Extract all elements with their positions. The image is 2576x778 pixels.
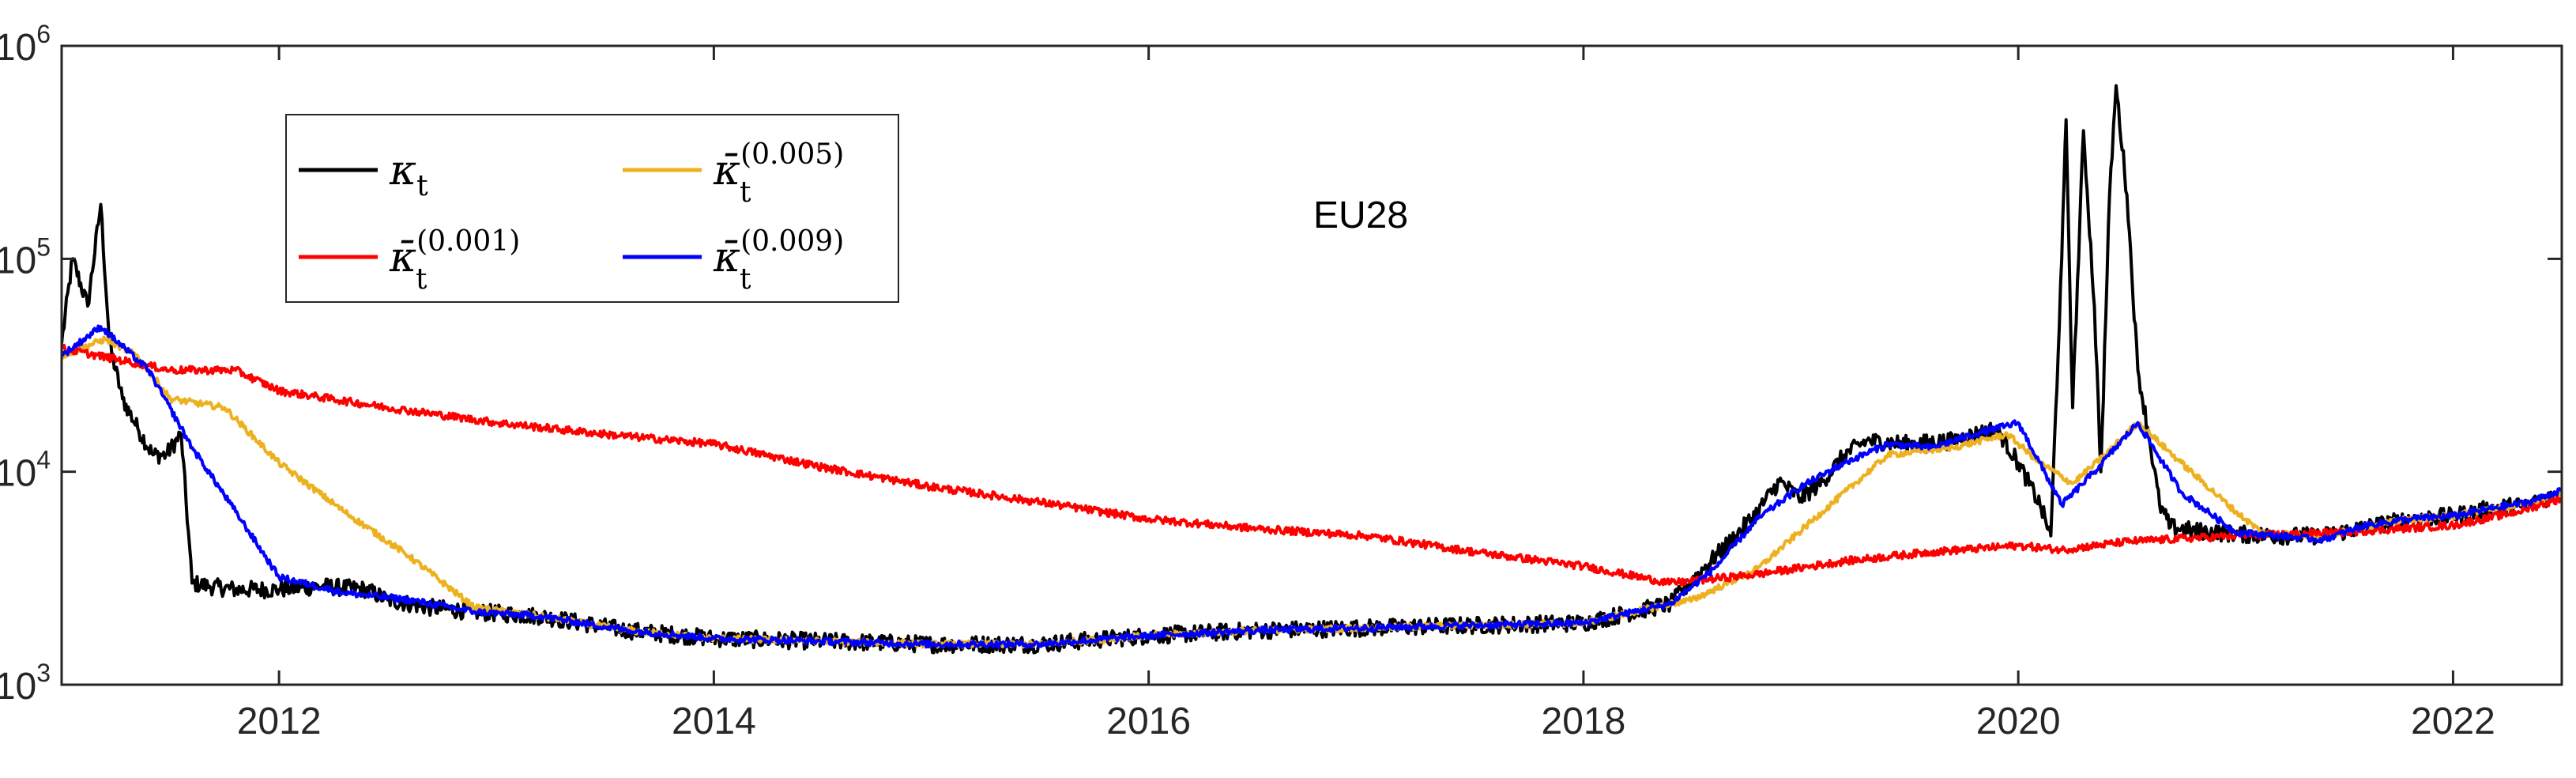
legend-label: κ̄(0.009) t <box>713 225 844 296</box>
y-tick-label: 106 <box>0 20 51 69</box>
x-tick-label: 2022 <box>2411 701 2495 742</box>
series-line-3 <box>62 324 2562 649</box>
y-tick-label: 104 <box>0 446 51 495</box>
x-axis: 2012 2014 2016 2018 2020 2022 <box>237 46 2495 742</box>
y-tick-label: 105 <box>0 232 51 281</box>
annotation-label: EU28 <box>1313 194 1408 236</box>
legend-label: κ̄(0.001) t <box>389 225 520 296</box>
y-axis: 103 104 105 106 <box>0 20 2562 708</box>
x-tick-label: 2014 <box>672 701 756 742</box>
legend-label: κt <box>389 147 428 202</box>
legend-entries: κt κ̄(0.005) t κ̄(0.001) t κ̄(0.009) t <box>299 138 844 296</box>
x-tick-label: 2018 <box>1542 701 1626 742</box>
axes-box <box>60 44 2563 686</box>
y-tick-label: 103 <box>0 659 51 708</box>
series-layer <box>62 84 2562 655</box>
legend-box <box>285 114 899 303</box>
legend-label: κ̄(0.005) t <box>713 138 844 209</box>
x-tick-label: 2012 <box>237 701 322 742</box>
legend: κt κ̄(0.005) t κ̄(0.001) t κ̄(0.009) t <box>285 114 899 303</box>
series-line-2 <box>62 343 2562 587</box>
x-tick-label: 2016 <box>1106 701 1191 742</box>
x-tick-label: 2020 <box>1976 701 2061 742</box>
